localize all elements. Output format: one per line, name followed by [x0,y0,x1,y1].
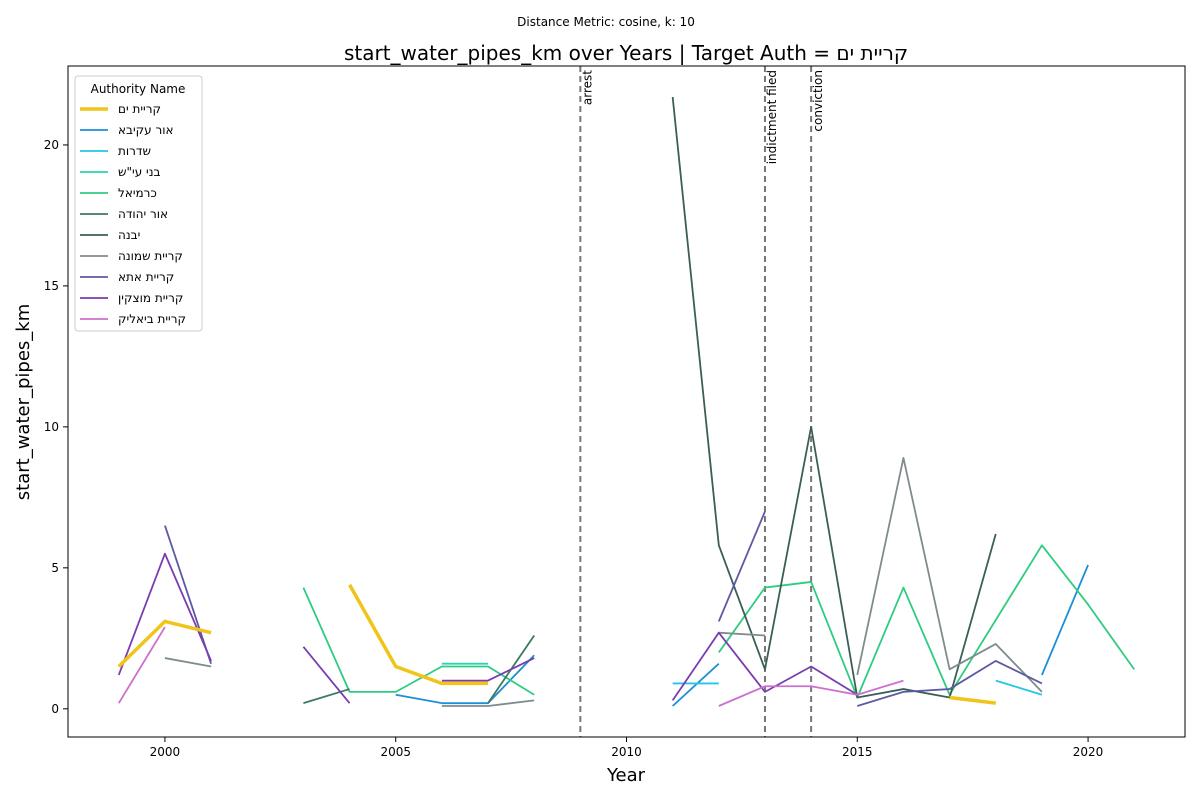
series-line-0-seg-0 [117,619,212,668]
legend-box [74,75,203,332]
plot-area: arrest indictment filed conviction [117,66,1135,737]
series-line-5-seg-0 [303,688,350,705]
legend-label-8: קריית אתא [118,270,174,284]
series-line-10-seg-1 [718,679,904,707]
series-line-4-seg-1 [718,544,1135,699]
axes-frame [67,65,1186,738]
y-tick-label-3: 15 [44,279,59,293]
series-line-7-seg-0 [164,657,212,668]
x-axis: 2000 2005 2010 2015 2020 [150,737,1104,759]
series-line-10-seg-0 [118,626,166,704]
legend-label-2: שדרות [118,144,151,158]
series-line-0-seg-2 [949,695,996,705]
x-tick-label-1: 2005 [380,745,411,759]
legend-title: Authority Name [91,82,186,96]
legend-label-4: כרמיאל [118,186,157,200]
event-label-2: conviction [811,70,825,132]
legend-label-6: יבנה [118,228,140,242]
event-label-0: arrest [580,70,594,105]
series-line-2-seg-1 [995,679,1043,696]
x-tick-label-0: 2000 [150,745,181,759]
series-line-8-seg-2 [857,659,1043,707]
y-tick-label-0: 0 [51,702,59,716]
series-line-1-seg-0 [395,654,535,705]
series-line-4-seg-0 [302,587,535,696]
y-axis: 0 5 10 15 20 [44,138,68,716]
legend-label-7: קריית שמונה [118,249,183,263]
series-line-1-seg-2 [1041,564,1089,676]
legend-label-1: אור עקיבא [118,123,174,137]
event-label-1: indictment filed [765,70,779,164]
y-axis-label: start_water_pipes_km [13,304,34,500]
x-tick-label-2: 2010 [611,745,642,759]
series-line-9-seg-3 [671,631,858,701]
chart-title: start_water_pipes_km over Years | Target… [344,41,908,65]
legend-items: קריית ים אור עקיבא שדרות בני עי"ש כרמיאל אור … [80,102,186,326]
legend: Authority Name קריית ים אור עקיבא שדרות בני… [74,75,203,332]
legend-label-0: קריית ים [118,102,161,116]
y-tick-label-4: 20 [44,138,59,152]
series-line-0-seg-1 [348,583,489,686]
x-tick-label-3: 2015 [842,745,873,759]
legend-label-3: בני עי"ש [118,165,161,179]
series-line-7-seg-1 [441,699,535,707]
series-line-8-seg-1 [717,511,766,622]
y-tick-label-1: 5 [51,561,59,575]
legend-label-10: קריית ביאליק [118,312,186,326]
x-tick-label-4: 2020 [1073,745,1104,759]
series-line-1-seg-1 [672,663,720,707]
series-line-9-seg-0 [117,552,212,676]
series-line-7-seg-3 [856,456,1043,693]
series-line-6-seg-0 [671,96,997,699]
y-tick-label-2: 10 [44,420,59,434]
chart-suptitle: Distance Metric: cosine, k: 10 [517,15,695,29]
series-line-7-seg-2 [718,631,766,637]
series-line-9-seg-2 [441,657,535,682]
legend-label-5: אור יהודה [118,207,168,221]
series-line-9-seg-1 [302,646,351,704]
legend-label-9: קריית מוצקין [118,291,183,305]
series-line-8-seg-0 [164,525,212,664]
x-axis-label: Year [606,765,646,786]
